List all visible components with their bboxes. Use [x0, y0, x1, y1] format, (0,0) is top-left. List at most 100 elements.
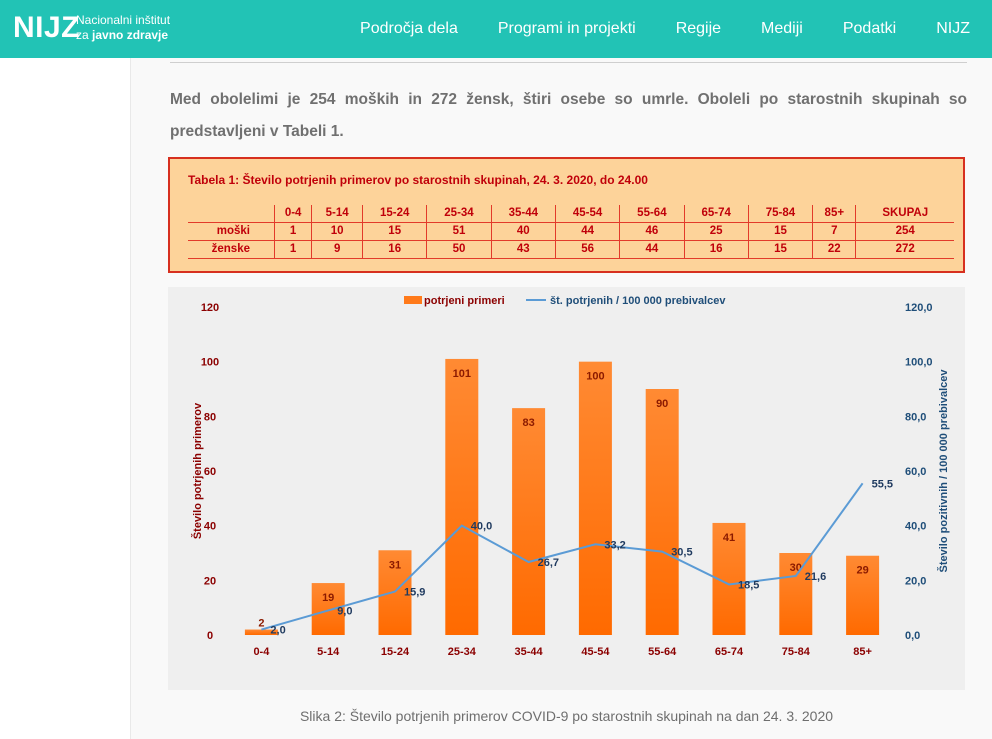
x-tick-label: 45-54	[581, 646, 610, 658]
table-cell: 15	[747, 222, 814, 241]
y-tick-label: 40	[204, 521, 216, 533]
table-title: Tabela 1: Število potrjenih primerov po …	[188, 173, 648, 187]
table-header-row: 0-4 5-14 15-24 25-34 35-44 45-54 55-64 6…	[188, 205, 954, 223]
y-tick-label: 20	[204, 575, 216, 587]
y-tick-label: 100	[201, 357, 219, 369]
bar	[779, 553, 813, 635]
bar-value-label: 41	[723, 532, 735, 544]
nav-item-programi-in-projekti[interactable]: Programi in projekti	[497, 20, 636, 37]
table-header-cell: 45-54	[554, 205, 621, 223]
y2-tick-label: 40,0	[905, 521, 926, 533]
line-point-label: 30,5	[671, 547, 692, 559]
bar	[578, 361, 612, 635]
table-row: ženske 1 9 16 50 43 56 44 16 15 22 272	[188, 240, 954, 259]
y-tick-label: 80	[204, 411, 216, 423]
figure-caption: Slika 2: Število potrjenih primerov COVI…	[299, 708, 834, 724]
intro-paragraph: Med obolelimi je 254 moških in 272 žensk…	[170, 91, 967, 140]
line-point-label: 33,2	[604, 539, 625, 551]
table-cell: 272	[855, 240, 954, 259]
table-cell: 44	[619, 240, 685, 259]
line-series: 2,0 9,0 15,9 40,0 26,7 33,2 30,5 18,5 21,6 55,5	[261, 478, 893, 637]
table-cell: 22	[812, 240, 857, 259]
axis-titles: Število potrjenih primerov Število poziti…	[191, 369, 950, 573]
table-header-cell: 65-74	[683, 205, 749, 223]
nav-item-podrocja-dela[interactable]: Področja dela	[360, 20, 458, 37]
line-point-label: 55,5	[872, 478, 893, 490]
table-row-label: ženske	[188, 240, 275, 259]
bar	[645, 389, 679, 635]
bar-value-label: 29	[856, 565, 868, 577]
line-point-label: 26,7	[538, 557, 559, 569]
nav-item-podatki[interactable]: Podatki	[842, 20, 897, 37]
table-cell: 10	[311, 222, 364, 241]
nav-item-regije[interactable]: Regije	[675, 20, 722, 37]
x-tick-label: 15-24	[381, 646, 410, 658]
bar-value-label: 31	[389, 559, 401, 571]
logo-line2: za javno zdravje	[76, 28, 216, 43]
logo-line2-bold: javno zdravje	[92, 28, 169, 42]
table-cell: 50	[426, 240, 492, 259]
table-header-cell: 35-44	[490, 205, 556, 223]
table-row: moški 1 10 15 51 40 44 46 25 15 7 254	[188, 222, 954, 241]
table-header-cell: 85+	[812, 205, 857, 223]
y-axis-right: 0,0 20,0 40,0 60,0 80,0 100,0 120,0	[905, 302, 933, 642]
bar	[512, 408, 546, 635]
x-tick-label: 5-14	[317, 646, 340, 658]
table-cell: 56	[554, 240, 621, 259]
y-tick-label: 60	[204, 466, 216, 478]
x-tick-label: 35-44	[515, 646, 544, 658]
divider	[170, 62, 967, 63]
table-cell: 1	[273, 240, 313, 259]
legend-bar-swatch	[404, 296, 422, 304]
table-cell: 254	[855, 222, 954, 241]
table-header-cell: 15-24	[362, 205, 428, 223]
x-tick-label: 85+	[853, 646, 872, 658]
table-cell: 25	[683, 222, 749, 241]
table-cell: 15	[747, 240, 814, 259]
bar-value-label: 90	[656, 398, 668, 410]
nav-item-nijz[interactable]: NIJZ	[936, 20, 970, 37]
bar-series: 2 19 31 101 83 100 90 41 30 29	[244, 358, 880, 635]
table-header-cell: 5-14	[311, 205, 364, 223]
table-cell: 43	[490, 240, 556, 259]
logo-line1: Nacionalni inštitut	[76, 13, 171, 27]
bar	[244, 629, 278, 635]
line-point-label: 9,0	[337, 605, 352, 617]
y2-tick-label: 80,0	[905, 411, 926, 423]
table-cell: 16	[362, 240, 428, 259]
y2-axis-title: Število pozitivnih / 100 000 prebivalcev	[937, 369, 950, 573]
age-group-chart: potrjeni primeri št. potrjenih / 100 000 …	[191, 295, 950, 658]
table-cell: 44	[554, 222, 621, 241]
bar	[445, 358, 479, 635]
x-tick-label: 25-34	[448, 646, 477, 658]
logo-line2-prefix: za	[76, 28, 93, 42]
table-cell: 7	[812, 222, 857, 241]
y2-tick-label: 60,0	[905, 466, 926, 478]
site-header: NIJZ Nacionalni inštitut za javno zdravj…	[0, 0, 992, 58]
bar-value-label: 101	[453, 368, 471, 380]
table-cell: 40	[490, 222, 556, 241]
bar-value-label: 83	[522, 417, 534, 429]
y-axis-title: Število potrjenih primerov	[191, 402, 204, 539]
x-tick-label: 75-84	[782, 646, 811, 658]
bar	[311, 583, 345, 635]
table-header-cell: 0-4	[273, 205, 313, 223]
bar	[378, 550, 412, 635]
left-gutter	[0, 58, 131, 739]
line-point-label: 21,6	[805, 571, 826, 583]
x-tick-label: 65-74	[715, 646, 744, 658]
main-nav: Področja dela Programi in projekti Regij…	[360, 0, 970, 58]
bar-value-label: 30	[790, 562, 802, 574]
logo-mark: NIJZ	[13, 11, 81, 44]
stats-table: 0-4 5-14 15-24 25-34 35-44 45-54 55-64 6…	[188, 205, 954, 259]
table-cell: 51	[426, 222, 492, 241]
table-cell: 15	[362, 222, 428, 241]
line-point-label: 15,9	[404, 587, 425, 599]
legend-bar-label: potrjeni primeri	[424, 295, 505, 307]
y-axis-left: 0 20 40 60 80 100 120	[201, 302, 219, 642]
chart-legend: potrjeni primeri št. potrjenih / 100 000 …	[404, 295, 726, 307]
nav-item-mediji[interactable]: Mediji	[761, 20, 803, 37]
table-header-cell: SKUPAJ	[855, 205, 954, 223]
table-cell: 46	[619, 222, 685, 241]
table-header-cell	[188, 205, 275, 223]
